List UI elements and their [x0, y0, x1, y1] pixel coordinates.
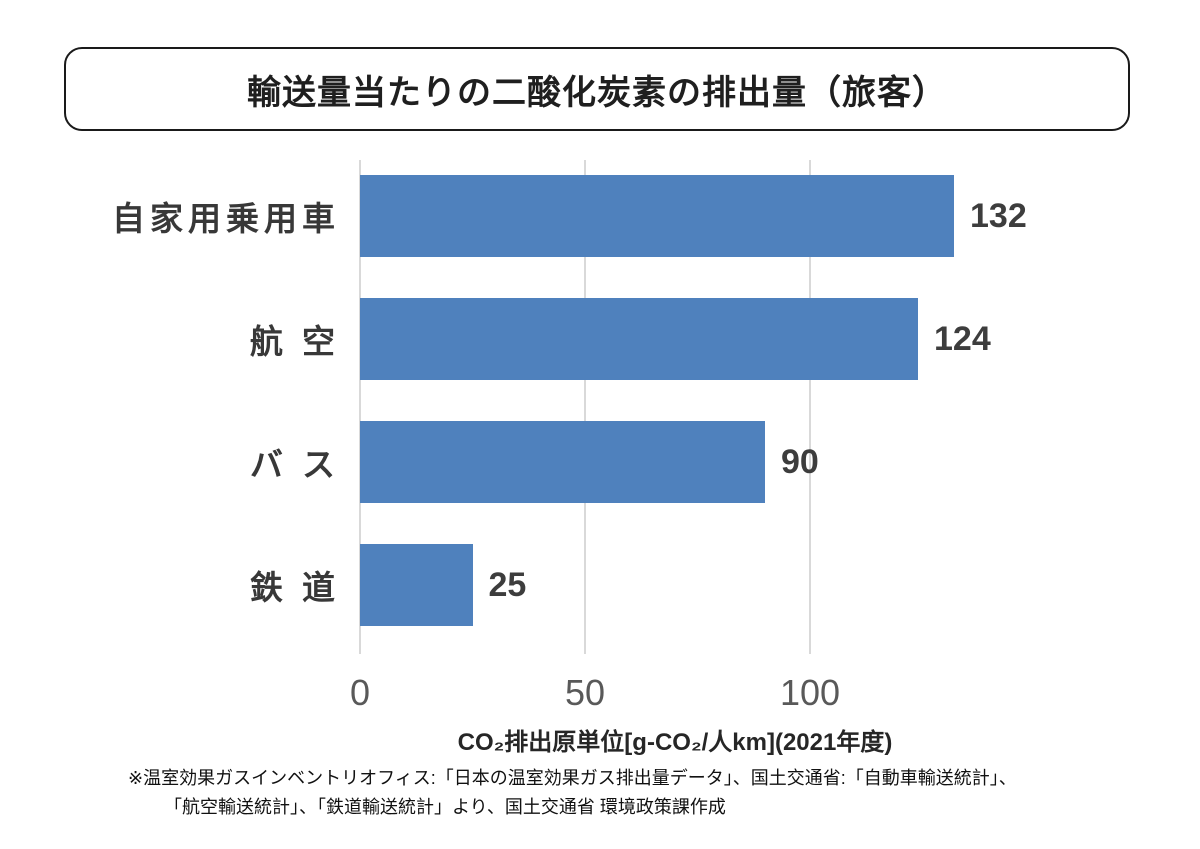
chart-title-box: 輸送量当たりの二酸化炭素の排出量（旅客） — [64, 47, 1130, 131]
x-tick-50: 50 — [564, 672, 606, 713]
category-label-rail: 鉄 道 — [249, 569, 340, 606]
footnote: ※温室効果ガスインベントリオフィス:「日本の温室効果ガス排出量データ」、国土交通… — [128, 764, 1017, 822]
bar-private-car — [360, 175, 954, 257]
bar-row-private-car: 132 — [360, 175, 1027, 257]
bar-bus — [360, 421, 765, 503]
bar-row-rail: 25 — [360, 544, 990, 626]
bar-row-bus: 90 — [360, 421, 990, 503]
category-label-private-car: 自家用乗用車 — [112, 200, 340, 237]
category-axis: 自家用乗用車 航 空 バ ス 鉄 道 — [0, 160, 340, 654]
plot-area: 132 124 90 25 — [359, 160, 1027, 654]
bar-value-rail: 25 — [488, 565, 527, 604]
bar-aviation — [360, 298, 918, 380]
x-tick-100: 100 — [779, 672, 841, 713]
gridline-100 — [809, 160, 811, 654]
x-tick-0: 0 — [349, 672, 371, 713]
x-axis-ticks: 0 50 100 — [350, 672, 990, 716]
footnote-line-2: 「航空輸送統計」、「鉄道輸送統計」より、国土交通省 環境政策課作成 — [164, 797, 726, 817]
bar-value-aviation: 124 — [934, 319, 991, 358]
footnote-line-1: ※温室効果ガスインベントリオフィス:「日本の温室効果ガス排出量データ」、国土交通… — [128, 768, 1017, 788]
bar-value-bus: 90 — [781, 442, 819, 481]
gridline-50 — [584, 160, 586, 654]
gridline-0 — [359, 160, 361, 654]
bar-row-aviation: 124 — [360, 298, 991, 380]
category-label-aviation: 航 空 — [249, 323, 340, 360]
category-label-bus: バ ス — [249, 446, 340, 483]
bar-value-private-car: 132 — [970, 196, 1027, 235]
bar-rail — [360, 544, 473, 626]
x-axis-label: CO₂排出原単位[g-CO₂/人km](2021年度) — [457, 729, 893, 756]
chart-title: 輸送量当たりの二酸化炭素の排出量（旅客） — [247, 73, 947, 112]
